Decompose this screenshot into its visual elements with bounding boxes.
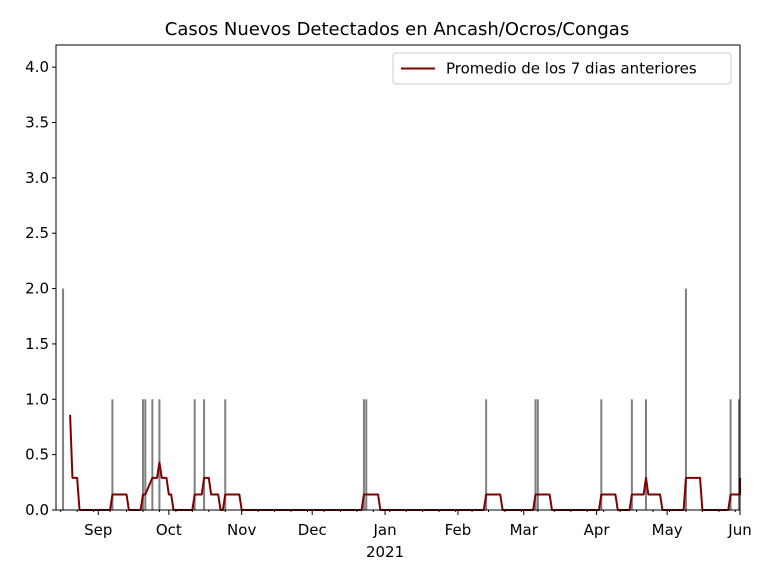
x-tick-label: Oct xyxy=(156,521,182,539)
y-tick-label: 0.5 xyxy=(25,446,49,464)
y-tick-label: 1.0 xyxy=(25,390,49,408)
bar xyxy=(729,399,732,510)
bar xyxy=(485,399,488,510)
chart-title: Casos Nuevos Detectados en Ancash/Ocros/… xyxy=(165,19,629,40)
bar xyxy=(630,399,633,510)
bar xyxy=(738,399,740,510)
plot-area xyxy=(62,288,741,511)
x-axis: Sep Oct Nov Dec Jan 2021 Feb Mar Apr May Jun xyxy=(60,510,752,561)
x-tick-label: May xyxy=(652,521,683,539)
bar xyxy=(193,399,196,510)
bar xyxy=(111,399,114,510)
bar xyxy=(144,399,147,510)
x-tick-label: Jun xyxy=(727,521,751,539)
bar xyxy=(151,399,154,510)
y-tick-label: 0.0 xyxy=(25,501,49,519)
bar xyxy=(224,399,227,510)
y-tick-label: 3.0 xyxy=(25,169,49,187)
bar xyxy=(684,288,687,510)
bar xyxy=(141,399,144,510)
bar xyxy=(203,399,206,510)
bar xyxy=(365,399,368,510)
bar xyxy=(536,399,539,510)
x-tick-label: Dec xyxy=(298,521,327,539)
x-tick-label: Mar xyxy=(510,521,539,539)
bar xyxy=(362,399,365,510)
bars-layer xyxy=(62,288,740,510)
y-tick-label: 2.5 xyxy=(25,224,49,242)
legend-box xyxy=(392,52,732,85)
y-tick-label: 4.0 xyxy=(25,58,49,76)
x-tick-label: Nov xyxy=(227,521,256,539)
legend-label: Promedio de los 7 dias anteriores xyxy=(446,60,697,78)
x-tick-label: Feb xyxy=(445,521,472,539)
bar xyxy=(600,399,603,510)
x-tick-label: Jan xyxy=(373,521,397,539)
y-axis: 0.0 0.5 1.0 1.5 2.0 2.5 3.0 3.5 4.0 xyxy=(25,58,56,519)
bar xyxy=(534,399,537,510)
x-tick-label: Apr xyxy=(584,521,611,539)
legend: Promedio de los 7 dias anteriores xyxy=(392,52,732,85)
bar xyxy=(158,399,161,510)
axes-frame xyxy=(55,44,741,511)
y-tick-label: 3.5 xyxy=(25,114,49,132)
y-tick-label: 1.5 xyxy=(25,335,49,353)
bar xyxy=(644,399,647,510)
x-tick-label: Sep xyxy=(84,521,112,539)
y-tick-label: 2.0 xyxy=(25,280,49,298)
bar xyxy=(62,288,65,510)
x-tick-year-label: 2021 xyxy=(366,543,404,561)
